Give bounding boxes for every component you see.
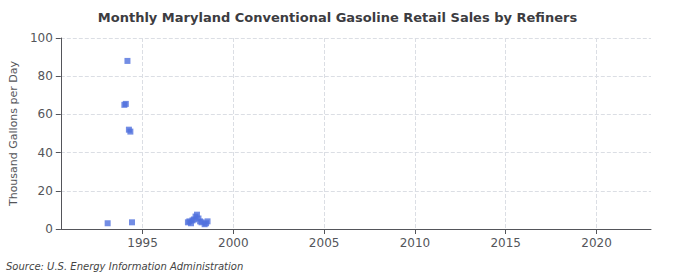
svg-text:20: 20	[38, 184, 53, 198]
svg-text:Source: U.S. Energy Informatio: Source: U.S. Energy Information Administ…	[6, 261, 243, 272]
svg-text:60: 60	[38, 107, 53, 121]
svg-text:2000: 2000	[218, 236, 249, 250]
svg-text:2020: 2020	[581, 236, 612, 250]
svg-text:2010: 2010	[400, 236, 431, 250]
svg-text:40: 40	[38, 146, 53, 160]
svg-text:0: 0	[45, 222, 53, 236]
svg-text:2005: 2005	[309, 236, 340, 250]
svg-text:Thousand Gallons per Day: Thousand Gallons per Day	[7, 60, 20, 207]
svg-text:1995: 1995	[127, 236, 158, 250]
svg-text:Monthly Maryland Conventional: Monthly Maryland Conventional Gasoline R…	[98, 10, 578, 25]
svg-text:80: 80	[38, 69, 53, 83]
svg-text:2015: 2015	[490, 236, 521, 250]
svg-text:100: 100	[30, 31, 53, 45]
